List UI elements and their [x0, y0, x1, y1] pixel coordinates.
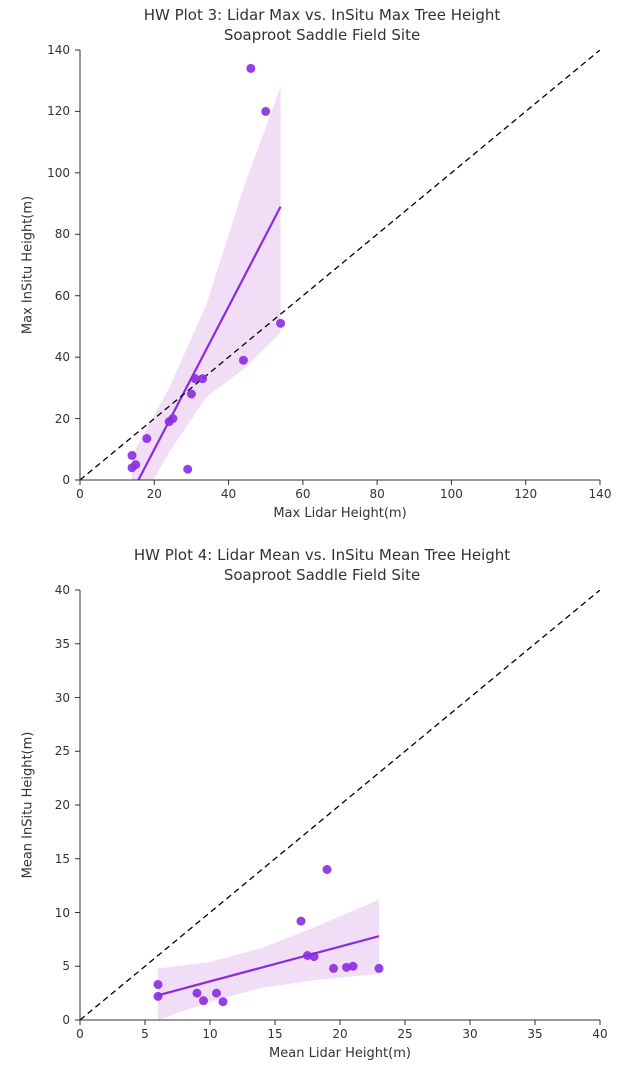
chart-title-line1: HW Plot 3: Lidar Max vs. InSitu Max Tree… [0, 6, 644, 24]
data-point [168, 414, 177, 423]
y-tick-label: 40 [55, 583, 70, 597]
y-tick-label: 60 [55, 289, 70, 303]
chart-plot4 [80, 590, 600, 1020]
x-tick-label: 25 [397, 1027, 412, 1041]
x-tick-label: 80 [370, 487, 385, 501]
data-point [154, 980, 163, 989]
data-point [246, 64, 255, 73]
data-point [198, 374, 207, 383]
y-tick-label: 30 [55, 691, 70, 705]
data-point [128, 451, 137, 460]
chart-title-line2: Soaproot Saddle Field Site [0, 26, 644, 44]
data-point [187, 390, 196, 399]
y-tick-label: 0 [62, 1013, 70, 1027]
x-tick-label: 5 [141, 1027, 149, 1041]
x-tick-label: 100 [440, 487, 463, 501]
figure-container: HW Plot 3: Lidar Max vs. InSitu Max Tree… [0, 0, 644, 1080]
x-tick-label: 0 [76, 1027, 84, 1041]
y-axis-label: Max InSitu Height(m) [21, 196, 36, 334]
y-tick-label: 20 [55, 412, 70, 426]
y-tick-label: 10 [55, 906, 70, 920]
x-axis-label: Mean Lidar Height(m) [269, 1046, 411, 1061]
x-tick-label: 15 [267, 1027, 282, 1041]
data-point [239, 356, 248, 365]
y-tick-label: 20 [55, 798, 70, 812]
confidence-band [132, 87, 281, 517]
data-point [219, 997, 228, 1006]
chart-title-line1: HW Plot 4: Lidar Mean vs. InSitu Mean Tr… [0, 546, 644, 564]
x-tick-label: 140 [589, 487, 612, 501]
chart-plot3 [80, 50, 600, 480]
y-tick-label: 80 [55, 227, 70, 241]
x-tick-label: 0 [76, 487, 84, 501]
data-point [183, 465, 192, 474]
chart-title-line2: Soaproot Saddle Field Site [0, 566, 644, 584]
one-to-one-line [80, 50, 600, 480]
data-point [297, 917, 306, 926]
data-point [276, 319, 285, 328]
x-tick-label: 10 [202, 1027, 217, 1041]
x-tick-label: 120 [514, 487, 537, 501]
x-tick-label: 35 [527, 1027, 542, 1041]
data-point [349, 962, 358, 971]
data-point [310, 952, 319, 961]
data-point [212, 989, 221, 998]
y-tick-label: 35 [55, 637, 70, 651]
y-tick-label: 5 [62, 959, 70, 973]
data-point [323, 865, 332, 874]
data-point [375, 964, 384, 973]
y-axis-label: Mean InSitu Height(m) [21, 732, 36, 879]
y-tick-label: 15 [55, 852, 70, 866]
data-point [193, 989, 202, 998]
data-point [261, 107, 270, 116]
y-tick-label: 25 [55, 744, 70, 758]
x-tick-label: 30 [462, 1027, 477, 1041]
y-tick-label: 140 [47, 43, 70, 57]
x-tick-label: 20 [147, 487, 162, 501]
y-tick-label: 100 [47, 166, 70, 180]
data-point [154, 992, 163, 1001]
data-point [199, 996, 208, 1005]
x-tick-label: 60 [295, 487, 310, 501]
data-point [142, 434, 151, 443]
data-point [131, 460, 140, 469]
x-tick-label: 40 [221, 487, 236, 501]
x-axis-label: Max Lidar Height(m) [273, 506, 406, 521]
x-tick-label: 40 [592, 1027, 607, 1041]
confidence-band [158, 900, 379, 1020]
y-tick-label: 40 [55, 350, 70, 364]
y-tick-label: 0 [62, 473, 70, 487]
data-point [329, 964, 338, 973]
y-tick-label: 120 [47, 104, 70, 118]
x-tick-label: 20 [332, 1027, 347, 1041]
